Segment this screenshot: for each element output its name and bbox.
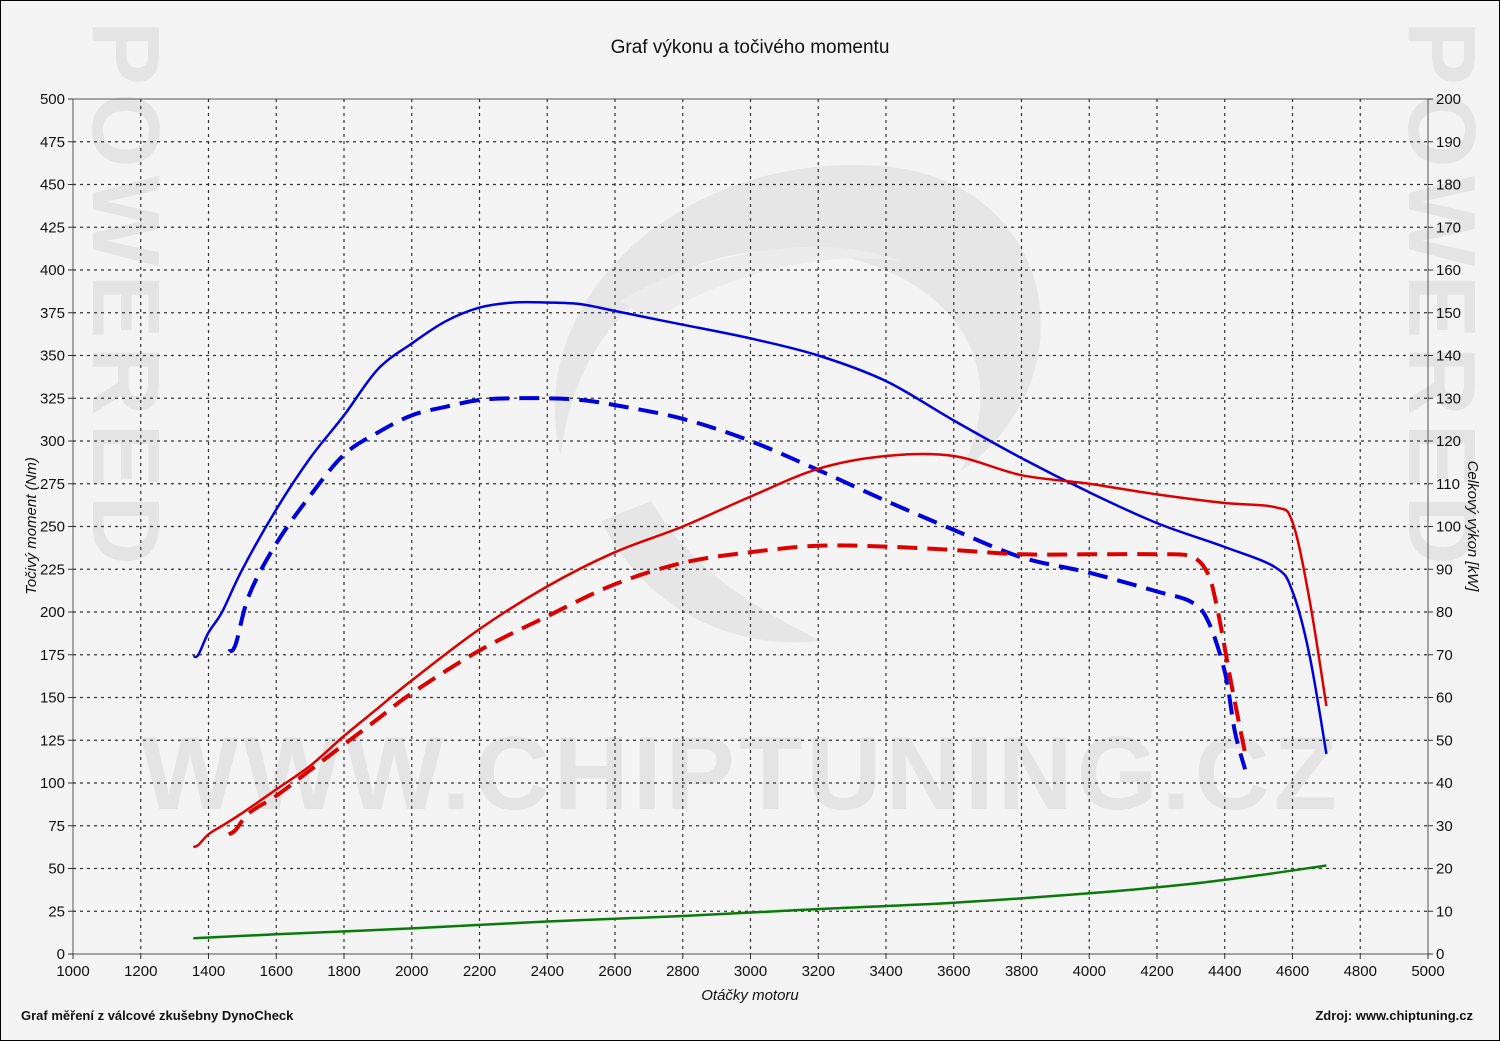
- y-tick-label: 25: [48, 903, 65, 920]
- power-stock-line: [192, 452, 1328, 849]
- y-tick-label: 250: [40, 519, 65, 536]
- x-tick-label: 4800: [1344, 963, 1377, 980]
- y-tick-label: 325: [40, 390, 65, 407]
- y2-tick-label: 60: [1436, 690, 1453, 707]
- y-tick-label: 425: [40, 219, 65, 236]
- y-tick-label: 475: [40, 134, 65, 151]
- y-tick-label: 0: [57, 946, 65, 963]
- y2-tick-label: 120: [1436, 433, 1461, 450]
- y2-tick-label: 90: [1436, 561, 1453, 578]
- x-tick-label: 4600: [1276, 963, 1309, 980]
- x-tick-label: 1400: [192, 963, 225, 980]
- x-tick-label: 3000: [734, 963, 767, 980]
- y2-tick-label: 130: [1436, 390, 1461, 407]
- y2-tick-label: 160: [1436, 262, 1461, 279]
- x-axis-label: Otáčky motoru: [701, 987, 799, 1004]
- y-tick-label: 375: [40, 305, 65, 322]
- y-tick-label: 200: [40, 604, 65, 621]
- x-tick-label: 5000: [1411, 963, 1444, 980]
- y-tick-label: 50: [48, 861, 65, 878]
- watermark: WWW.CHIPTUNING.CZ POWERED POWERED: [72, 21, 1495, 832]
- watermark-side-left: POWERED: [72, 21, 179, 573]
- y-tick-label: 450: [40, 177, 65, 194]
- y2-tick-label: 30: [1436, 818, 1453, 835]
- x-tick-label: 1200: [124, 963, 157, 980]
- watermark-url: WWW.CHIPTUNING.CZ: [141, 716, 1341, 832]
- x-tick-label: 2000: [395, 963, 428, 980]
- y-tick-label: 100: [40, 775, 65, 792]
- x-tick-label: 4200: [1140, 963, 1173, 980]
- loss-line: [193, 864, 1327, 940]
- footer-left: Graf měření z válcové zkušebny DynoCheck: [21, 1008, 294, 1023]
- footer-right: Zdroj: www.chiptuning.cz: [1315, 1008, 1473, 1023]
- y-tick-label: 75: [48, 818, 65, 835]
- y-tick-label: 400: [40, 262, 65, 279]
- x-tick-label: 2200: [463, 963, 496, 980]
- chart-title: Graf výkonu a točivého momentu: [611, 37, 890, 58]
- y2-tick-label: 190: [1436, 134, 1461, 151]
- x-tick-label: 4000: [1073, 963, 1106, 980]
- y2-tick-label: 110: [1436, 476, 1460, 493]
- x-tick-label: 3200: [802, 963, 835, 980]
- y-tick-label: 275: [40, 476, 65, 493]
- y2-tick-label: 180: [1436, 177, 1461, 194]
- y2-tick-label: 100: [1436, 519, 1461, 536]
- grid: [73, 99, 1428, 954]
- y-tick-label: 350: [40, 348, 65, 365]
- y2-tick-label: 20: [1436, 861, 1453, 878]
- axes: 1000 1200 1400 1600 1800 2000 2200 2400 2600 2800…: [40, 91, 1461, 980]
- watermark-logo: [554, 164, 1041, 643]
- y2-tick-label: 200: [1436, 91, 1461, 108]
- y2-tick-label: 40: [1436, 775, 1453, 792]
- y-tick-label: 225: [40, 561, 65, 578]
- y2-tick-label: 150: [1436, 305, 1461, 322]
- x-tick-label: 3800: [1005, 963, 1038, 980]
- power-tuned-line: [227, 543, 1248, 837]
- torque-tuned-line: [227, 396, 1248, 770]
- x-tick-label: 1600: [260, 963, 293, 980]
- x-tick-label: 1000: [56, 963, 89, 980]
- y2-tick-label: 10: [1436, 903, 1453, 920]
- watermark-side-right: POWERED: [1388, 21, 1495, 573]
- x-tick-label: 2800: [666, 963, 699, 980]
- y2-tick-label: 170: [1436, 219, 1461, 236]
- y2-axis-label: Celkový výkon [kW]: [1464, 461, 1481, 593]
- y2-tick-label: 80: [1436, 604, 1453, 621]
- y-tick-label: 300: [40, 433, 65, 450]
- y2-tick-label: 140: [1436, 348, 1461, 365]
- y2-tick-label: 50: [1436, 732, 1453, 749]
- y-tick-label: 125: [40, 732, 65, 749]
- y2-tick-label: 0: [1436, 946, 1444, 963]
- y-tick-label: 175: [40, 647, 65, 664]
- x-tick-label: 4400: [1208, 963, 1241, 980]
- series-group: [192, 300, 1328, 940]
- y-tick-label: 150: [40, 690, 65, 707]
- y-tick-label: 500: [40, 91, 65, 108]
- x-tick-label: 2400: [531, 963, 564, 980]
- x-tick-label: 1800: [327, 963, 360, 980]
- y2-tick-label: 70: [1436, 647, 1453, 664]
- y-axis-label: Točivý moment (Nm): [23, 457, 40, 595]
- x-tick-label: 2600: [598, 963, 631, 980]
- x-tick-label: 3400: [869, 963, 902, 980]
- x-tick-label: 3600: [937, 963, 970, 980]
- torque-stock-line: [192, 300, 1328, 755]
